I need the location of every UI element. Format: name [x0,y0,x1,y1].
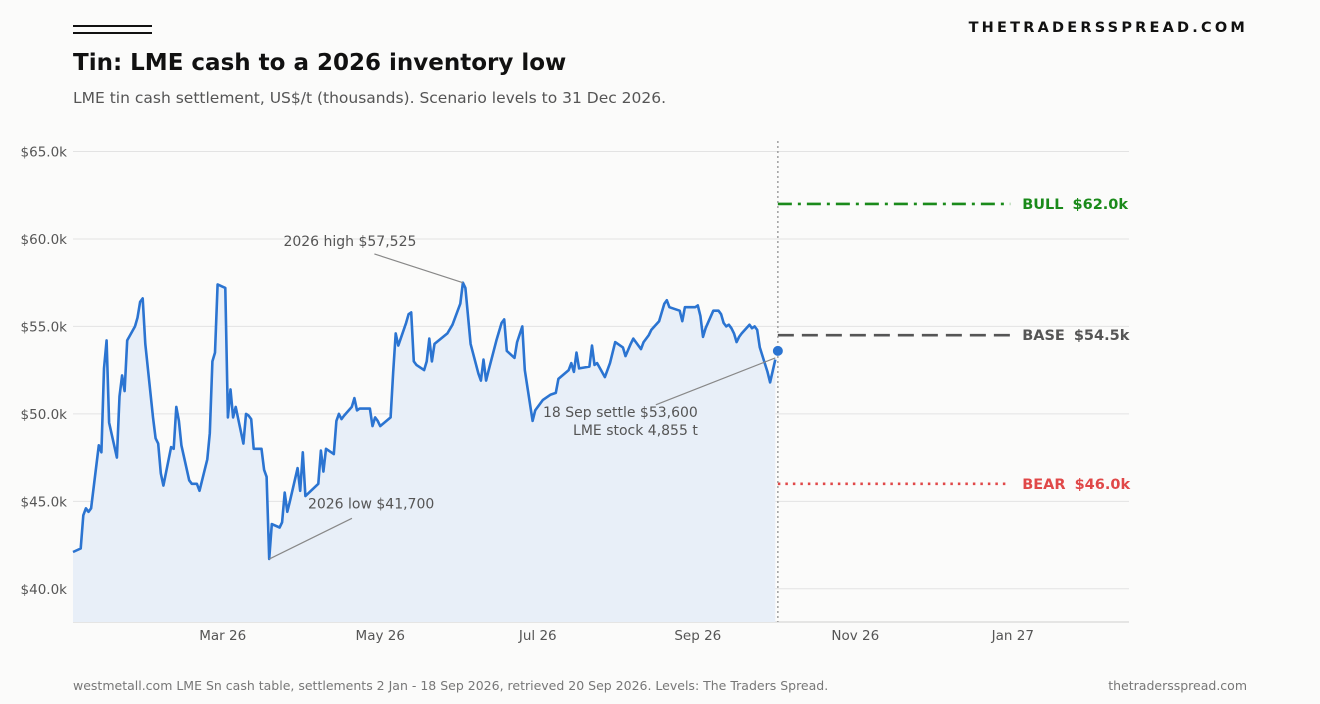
y-tick-label: $40.0k [21,582,68,598]
brand-wordmark: THETRADERSSPREAD.COM [968,20,1248,36]
scenario-value: $62.0k [1073,197,1129,213]
footer-site: thetradersspread.com [1108,678,1247,693]
annotation-leader-low [268,517,353,560]
scenario-name: BULL [1022,197,1063,213]
x-tick-label: Jan 27 [991,628,1034,644]
annotation-high-text: 2026 high $57,525 [283,234,416,250]
price-area-fill [73,282,776,622]
x-tick-label: Nov 26 [831,628,879,644]
x-tick-label: Mar 26 [199,628,246,644]
x-tick-label: Sep 26 [674,628,721,644]
scenario-name: BEAR [1022,477,1065,493]
scenario-label-base: BASE $54.5k [1022,328,1129,344]
annotation-leader-high [374,253,464,284]
y-tick-label: $60.0k [21,232,68,248]
y-tick-label: $50.0k [21,407,68,423]
y-tick-label: $65.0k [21,144,68,160]
scenario-name: BASE [1022,328,1065,344]
x-tick-label: Jul 26 [518,628,557,644]
chart-subtitle: LME tin cash settlement, US$/t (thousand… [73,89,667,107]
last-settle-point [772,345,783,356]
y-tick-label: $45.0k [21,494,68,510]
x-tick-label: May 26 [356,628,405,644]
scenario-value: $54.5k [1074,328,1130,344]
price-line [72,281,777,561]
y-tick-label: $55.0k [21,319,68,335]
annotation-low-text: 2026 low $41,700 [308,496,434,512]
header-rule-bottom [73,32,152,34]
scenario-label-bear: BEAR $46.0k [1022,477,1130,493]
annotation-last-text: LME stock 4,855 t [573,423,698,439]
annotation-leader-last [655,357,776,406]
annotation-last-text: 18 Sep settle $53,600 [543,405,698,421]
chart-title: Tin: LME cash to a 2026 inventory low [73,50,567,76]
header-rule-top [73,25,152,27]
scenario-label-bull: BULL $62.0k [1022,197,1128,213]
source-note: westmetall.com LME Sn cash table, settle… [73,678,829,693]
scenario-value: $46.0k [1075,477,1131,493]
